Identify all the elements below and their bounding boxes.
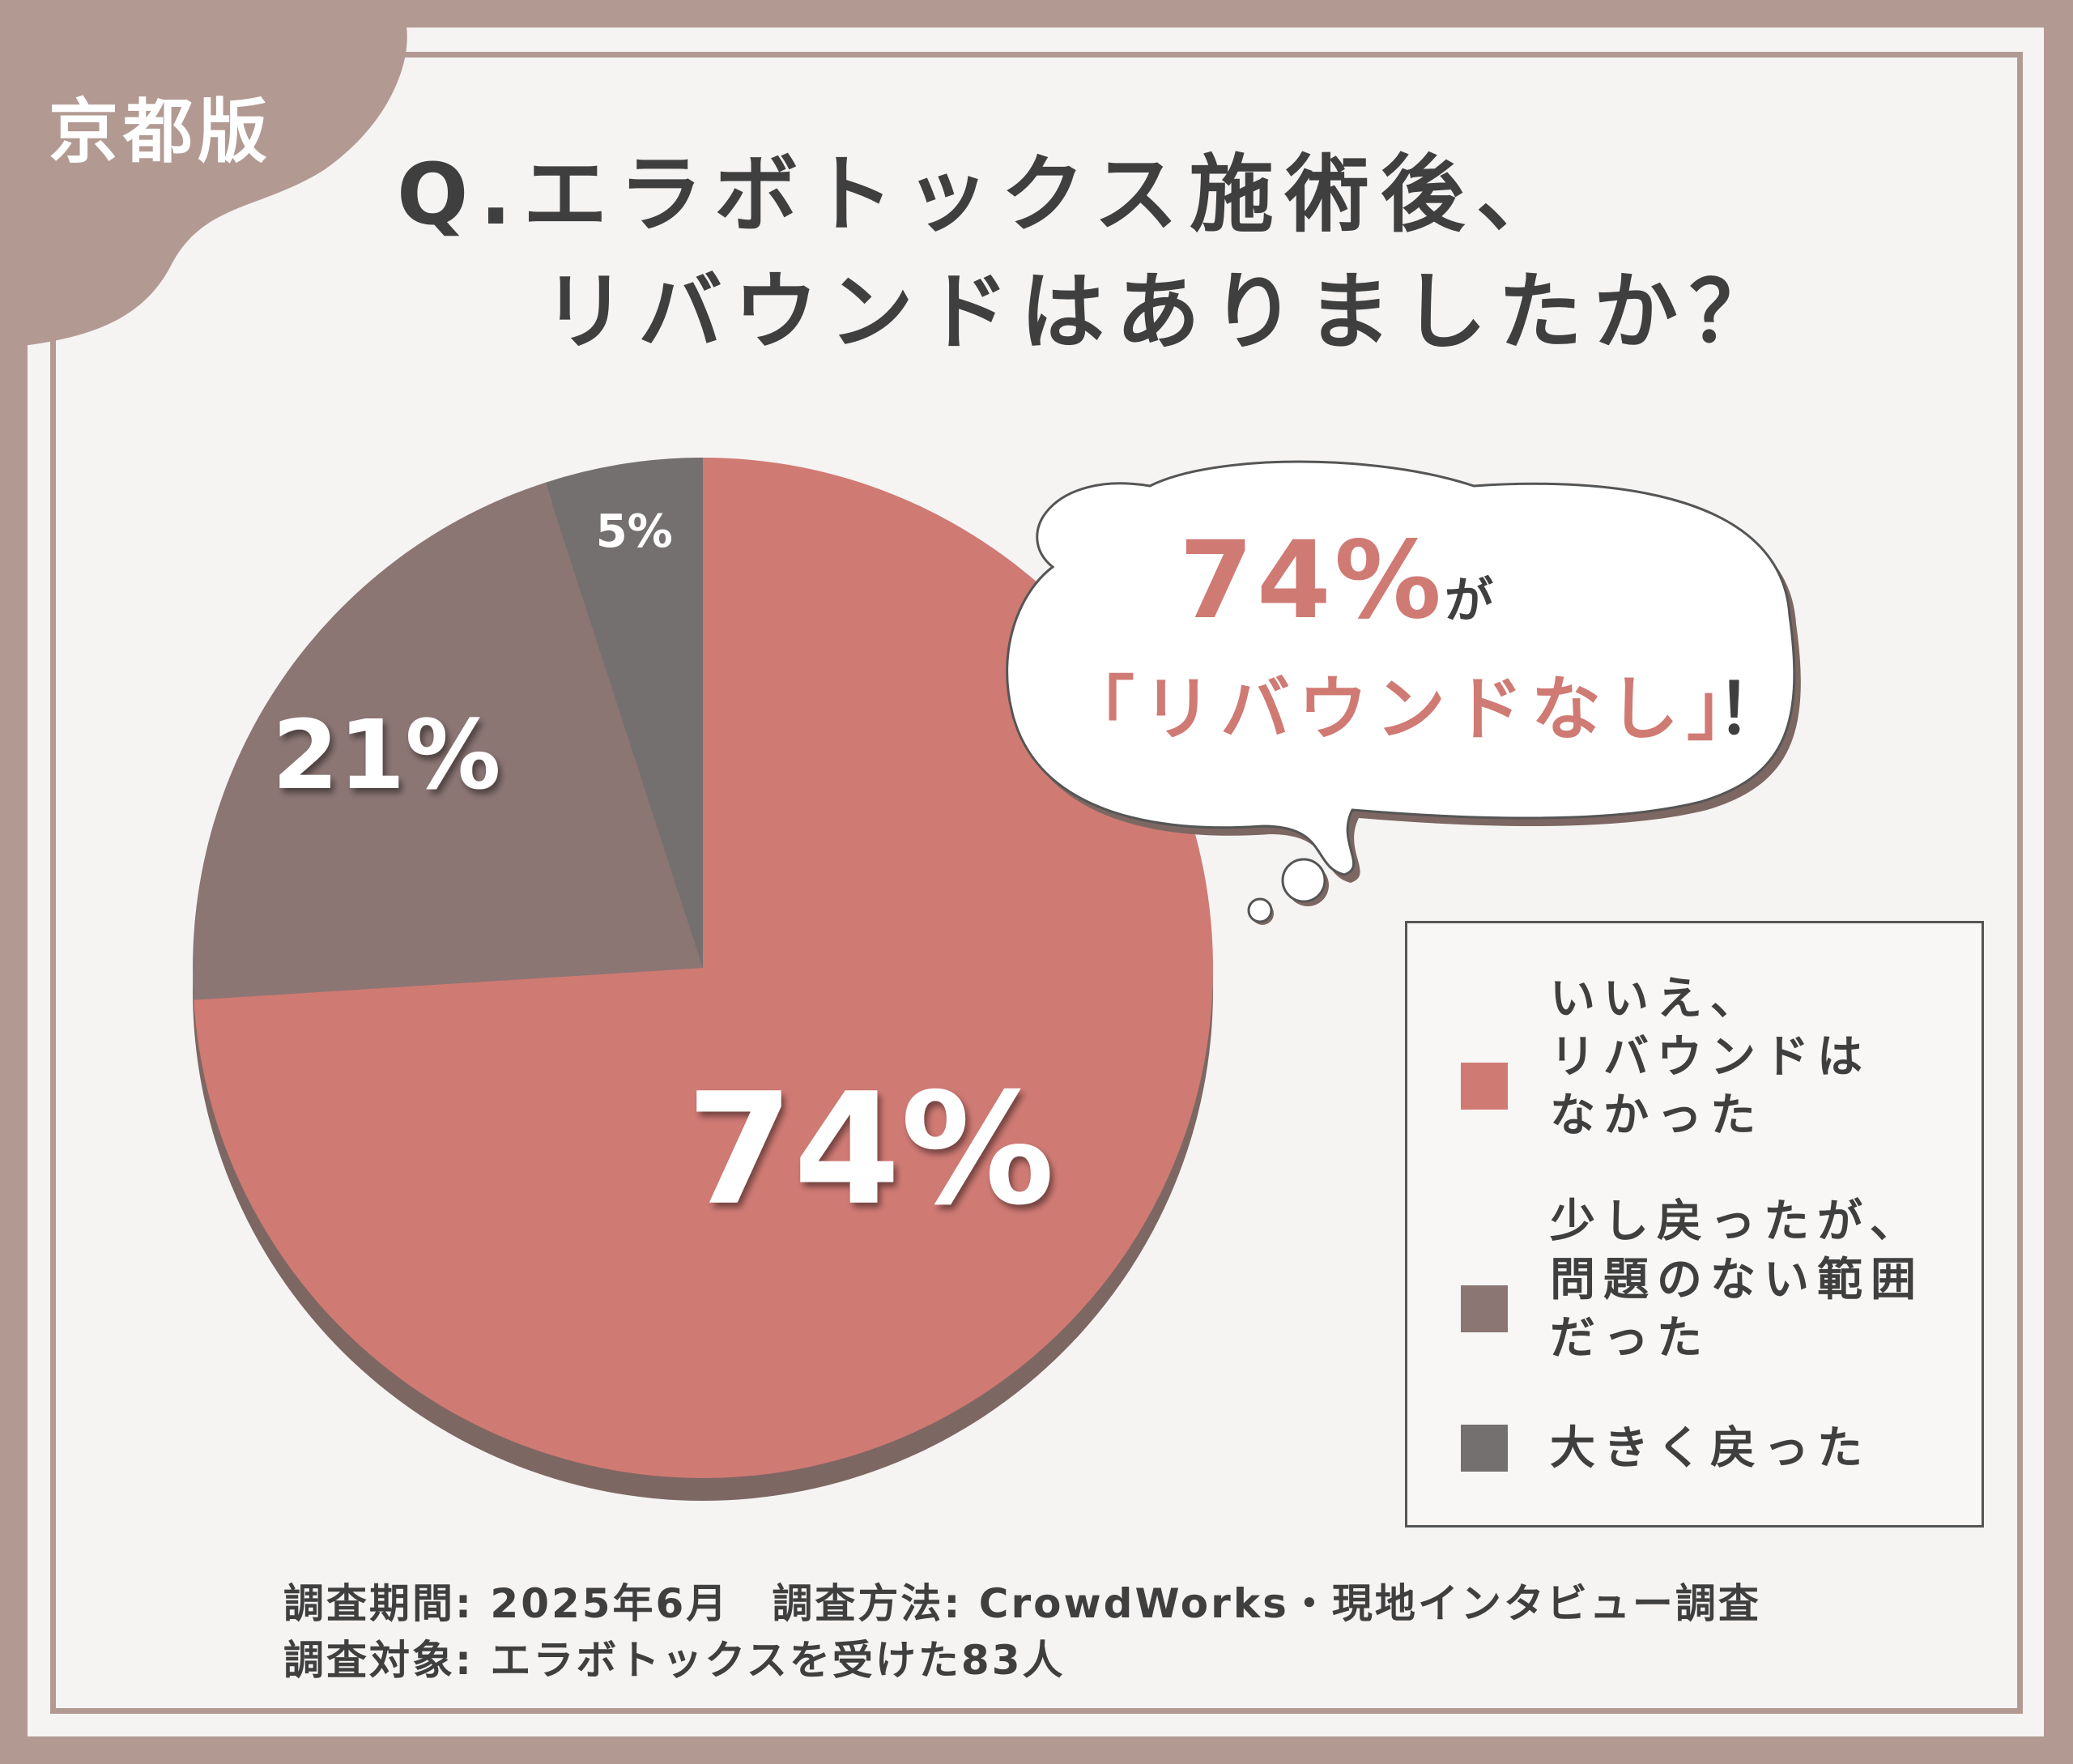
legend-swatch [1461, 1063, 1508, 1110]
survey-target: 調査対象: エラボトックスを受けた83人 [283, 1637, 1066, 1684]
frame-border [50, 52, 2023, 1714]
bubble-value: 74% [1179, 518, 1445, 643]
bubble-headline: 74%が [1077, 518, 1595, 643]
question-title-line2: リバウンドはありましたか？ [543, 262, 1786, 361]
pie-slice-1 [194, 458, 1214, 1478]
pie-slice-2 [193, 482, 703, 1000]
bubble-exclamation: ！ [1717, 669, 1786, 750]
survey-period-method: 調査期間: 2025年6月 調査方法: CrowdWorks・現地インタビュー調… [283, 1580, 1761, 1627]
legend-label: 大きく戻った [1550, 1422, 1871, 1475]
bubble-text: 「リバウンドなし」 [1065, 669, 1764, 750]
legend-swatch [1461, 1425, 1508, 1472]
legend: いいえ、 リバウンドは なかった 少し戻ったが、 問題のない範囲 だった 大きく… [1405, 921, 1984, 1528]
pie-label-2: 21% [272, 699, 500, 811]
bubble-particle: が [1444, 573, 1493, 629]
region-badge: 京都版 [49, 92, 272, 173]
survey-footer: 調査期間: 2025年6月 調査方法: CrowdWorks・現地インタビュー調… [283, 1575, 1761, 1689]
legend-swatch [1461, 1285, 1508, 1332]
pie-label-3: 5% [596, 505, 673, 558]
corner-badge-shape [0, 0, 407, 348]
legend-label: いいえ、 リバウンドは なかった [1550, 973, 1871, 1142]
pie-label-1: 74% [687, 1060, 1055, 1239]
pie-slice-3 [545, 458, 703, 968]
question-title-line1: Q.エラボトックス施術後、 [397, 145, 1572, 244]
legend-label: 少し戻ったが、 問題のない範囲 だった [1550, 1195, 1924, 1365]
bubble-body [1006, 460, 1796, 876]
